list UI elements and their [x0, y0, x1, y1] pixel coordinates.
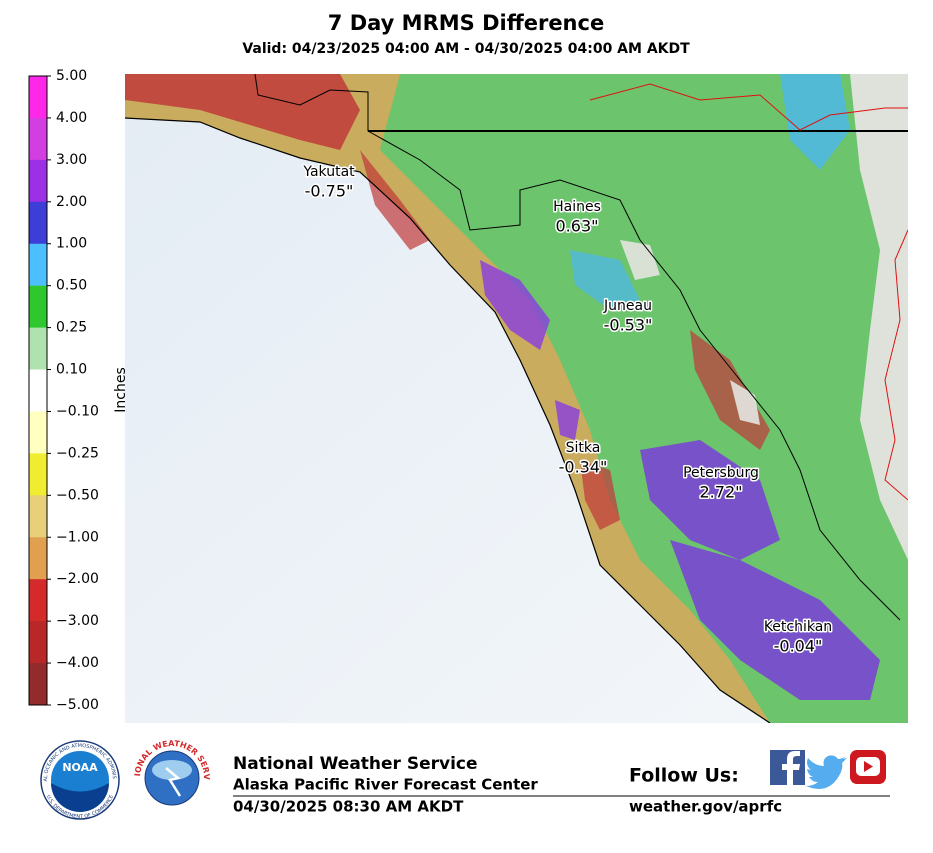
colorbar-segment	[29, 243, 47, 287]
colorbar-segment	[29, 663, 47, 706]
location-name: Yakutat	[302, 164, 355, 180]
river	[884, 229, 908, 501]
agency: National Weather Service	[233, 754, 478, 774]
colorbar-segment	[29, 117, 47, 161]
colorbar-tick-label: −2.00	[56, 571, 99, 587]
colorbar-tick-label: 5.00	[56, 68, 87, 84]
colorbar-tick-label: −1.00	[56, 529, 99, 545]
colorbar-segment	[29, 537, 47, 580]
colorbar-tick-label: −0.10	[56, 403, 99, 419]
mountain-snow	[620, 240, 660, 280]
youtube-icon[interactable]	[850, 750, 886, 784]
river	[589, 83, 908, 131]
colorbar-segment	[29, 76, 47, 119]
location-name: Petersburg	[683, 465, 759, 481]
location-value: -0.34"	[559, 458, 608, 477]
locations: Yakutat -0.75" Haines 0.63" Juneau -0.53" Sitk…	[301, 163, 834, 658]
colorbar-tick-label: −3.00	[56, 613, 99, 629]
colorbar-tick-label: −4.00	[56, 655, 99, 671]
colorbar-segment	[29, 579, 47, 622]
mountain-snow	[730, 380, 760, 425]
wet-purple-area	[555, 400, 580, 440]
colorbar-tick-label: 0.50	[56, 278, 87, 294]
colorbar-tick-label: 3.00	[56, 152, 87, 168]
dry-red-area	[125, 74, 360, 150]
colorbar-tick-label: 0.25	[56, 320, 87, 336]
colorbar-segment	[29, 159, 47, 203]
coastline	[125, 117, 771, 723]
location-name: Ketchikan	[764, 619, 832, 635]
wet-purple-area	[670, 540, 880, 700]
colorbar-tick-label: 2.00	[56, 194, 87, 210]
wet-purple-area	[640, 440, 780, 560]
location-name: Haines	[553, 199, 601, 215]
colorbar-segment	[29, 369, 47, 412]
colorbar-tick-label: −0.25	[56, 445, 99, 461]
mountain-snow	[850, 74, 908, 560]
issued: 04/30/2025 08:30 AM AKDT	[233, 798, 464, 816]
location-name: Juneau	[603, 298, 652, 314]
url[interactable]: weather.gov/aprfc	[629, 798, 782, 816]
twitter-icon[interactable]	[806, 755, 847, 789]
center: Alaska Pacific River Forecast Center	[233, 776, 538, 794]
wet-purple-area	[480, 260, 550, 350]
dry-red-area	[360, 150, 430, 250]
wet-blue-area	[570, 250, 640, 310]
location-name: Sitka	[566, 440, 601, 456]
dry-red-area	[580, 460, 620, 530]
colorbar-segment	[29, 453, 47, 496]
follow-us: Follow Us:	[629, 765, 739, 787]
colorbar-segment	[29, 495, 47, 538]
location-value: 2.72"	[700, 483, 743, 502]
colorbar-segment	[29, 411, 47, 454]
facebook-icon[interactable]	[770, 750, 805, 785]
colorbar-tick-label: −0.50	[56, 487, 99, 503]
colorbar-tick-label: 0.10	[56, 362, 87, 378]
title: 7 Day MRMS Difference	[328, 11, 604, 35]
colorbar-tick-label: 4.00	[56, 110, 87, 126]
border	[254, 74, 901, 621]
map	[125, 74, 908, 723]
colorbar-tick-label: 1.00	[56, 236, 87, 252]
colorbar-segment	[29, 201, 47, 245]
colorbar-segment	[29, 621, 47, 664]
noaa-text: NOAA	[62, 761, 98, 774]
location-value: 0.63"	[556, 217, 599, 236]
colorbar-segment	[29, 285, 47, 329]
colorbar-tick-label: −5.00	[56, 697, 99, 713]
location-value: -0.75"	[305, 182, 354, 201]
colorbar-frame	[28, 75, 48, 706]
subtitle: Valid: 04/23/2025 04:00 AM - 04/30/2025 …	[242, 41, 690, 57]
colorbar: 5.00 4.00 3.00 2.00 1.00 0.50 0.25 0.10 −0.10 −0.…	[28, 68, 99, 713]
colorbar-segment	[29, 327, 47, 371]
location-value: -0.53"	[604, 316, 653, 335]
location-value: -0.04"	[774, 637, 823, 656]
coastal-dry-band	[125, 74, 770, 723]
